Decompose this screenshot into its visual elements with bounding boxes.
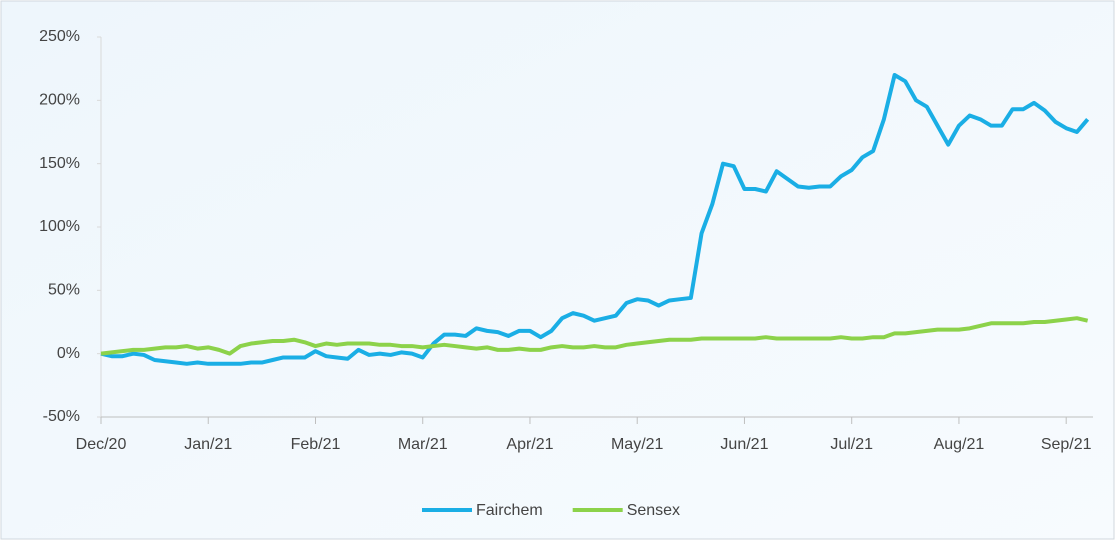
x-tick-label: Sep/21 [1041, 436, 1092, 453]
x-tick-label: Apr/21 [506, 436, 553, 453]
x-tick-label: May/21 [611, 436, 664, 453]
x-tick-label: Mar/21 [398, 436, 448, 453]
series-line [100, 316, 1089, 356]
y-tick-label: 150% [39, 155, 80, 172]
y-tick-label: 50% [48, 282, 80, 299]
series-line [100, 73, 1090, 366]
legend-label: Sensex [627, 502, 680, 519]
x-tick-label: Aug/21 [934, 436, 985, 453]
y-tick-label: 200% [39, 92, 80, 109]
y-tick-label: 100% [39, 218, 80, 235]
legend-label: Fairchem [476, 502, 543, 519]
x-tick-label: Dec/20 [76, 436, 127, 453]
y-tick-label: 250% [39, 28, 80, 45]
x-tick-label: Feb/21 [291, 436, 341, 453]
y-tick-label: -50% [43, 408, 80, 425]
y-tick-label: 0% [57, 345, 80, 362]
x-tick-label: Jun/21 [720, 436, 768, 453]
x-tick-label: Jan/21 [184, 436, 232, 453]
x-tick-label: Jul/21 [830, 436, 873, 453]
